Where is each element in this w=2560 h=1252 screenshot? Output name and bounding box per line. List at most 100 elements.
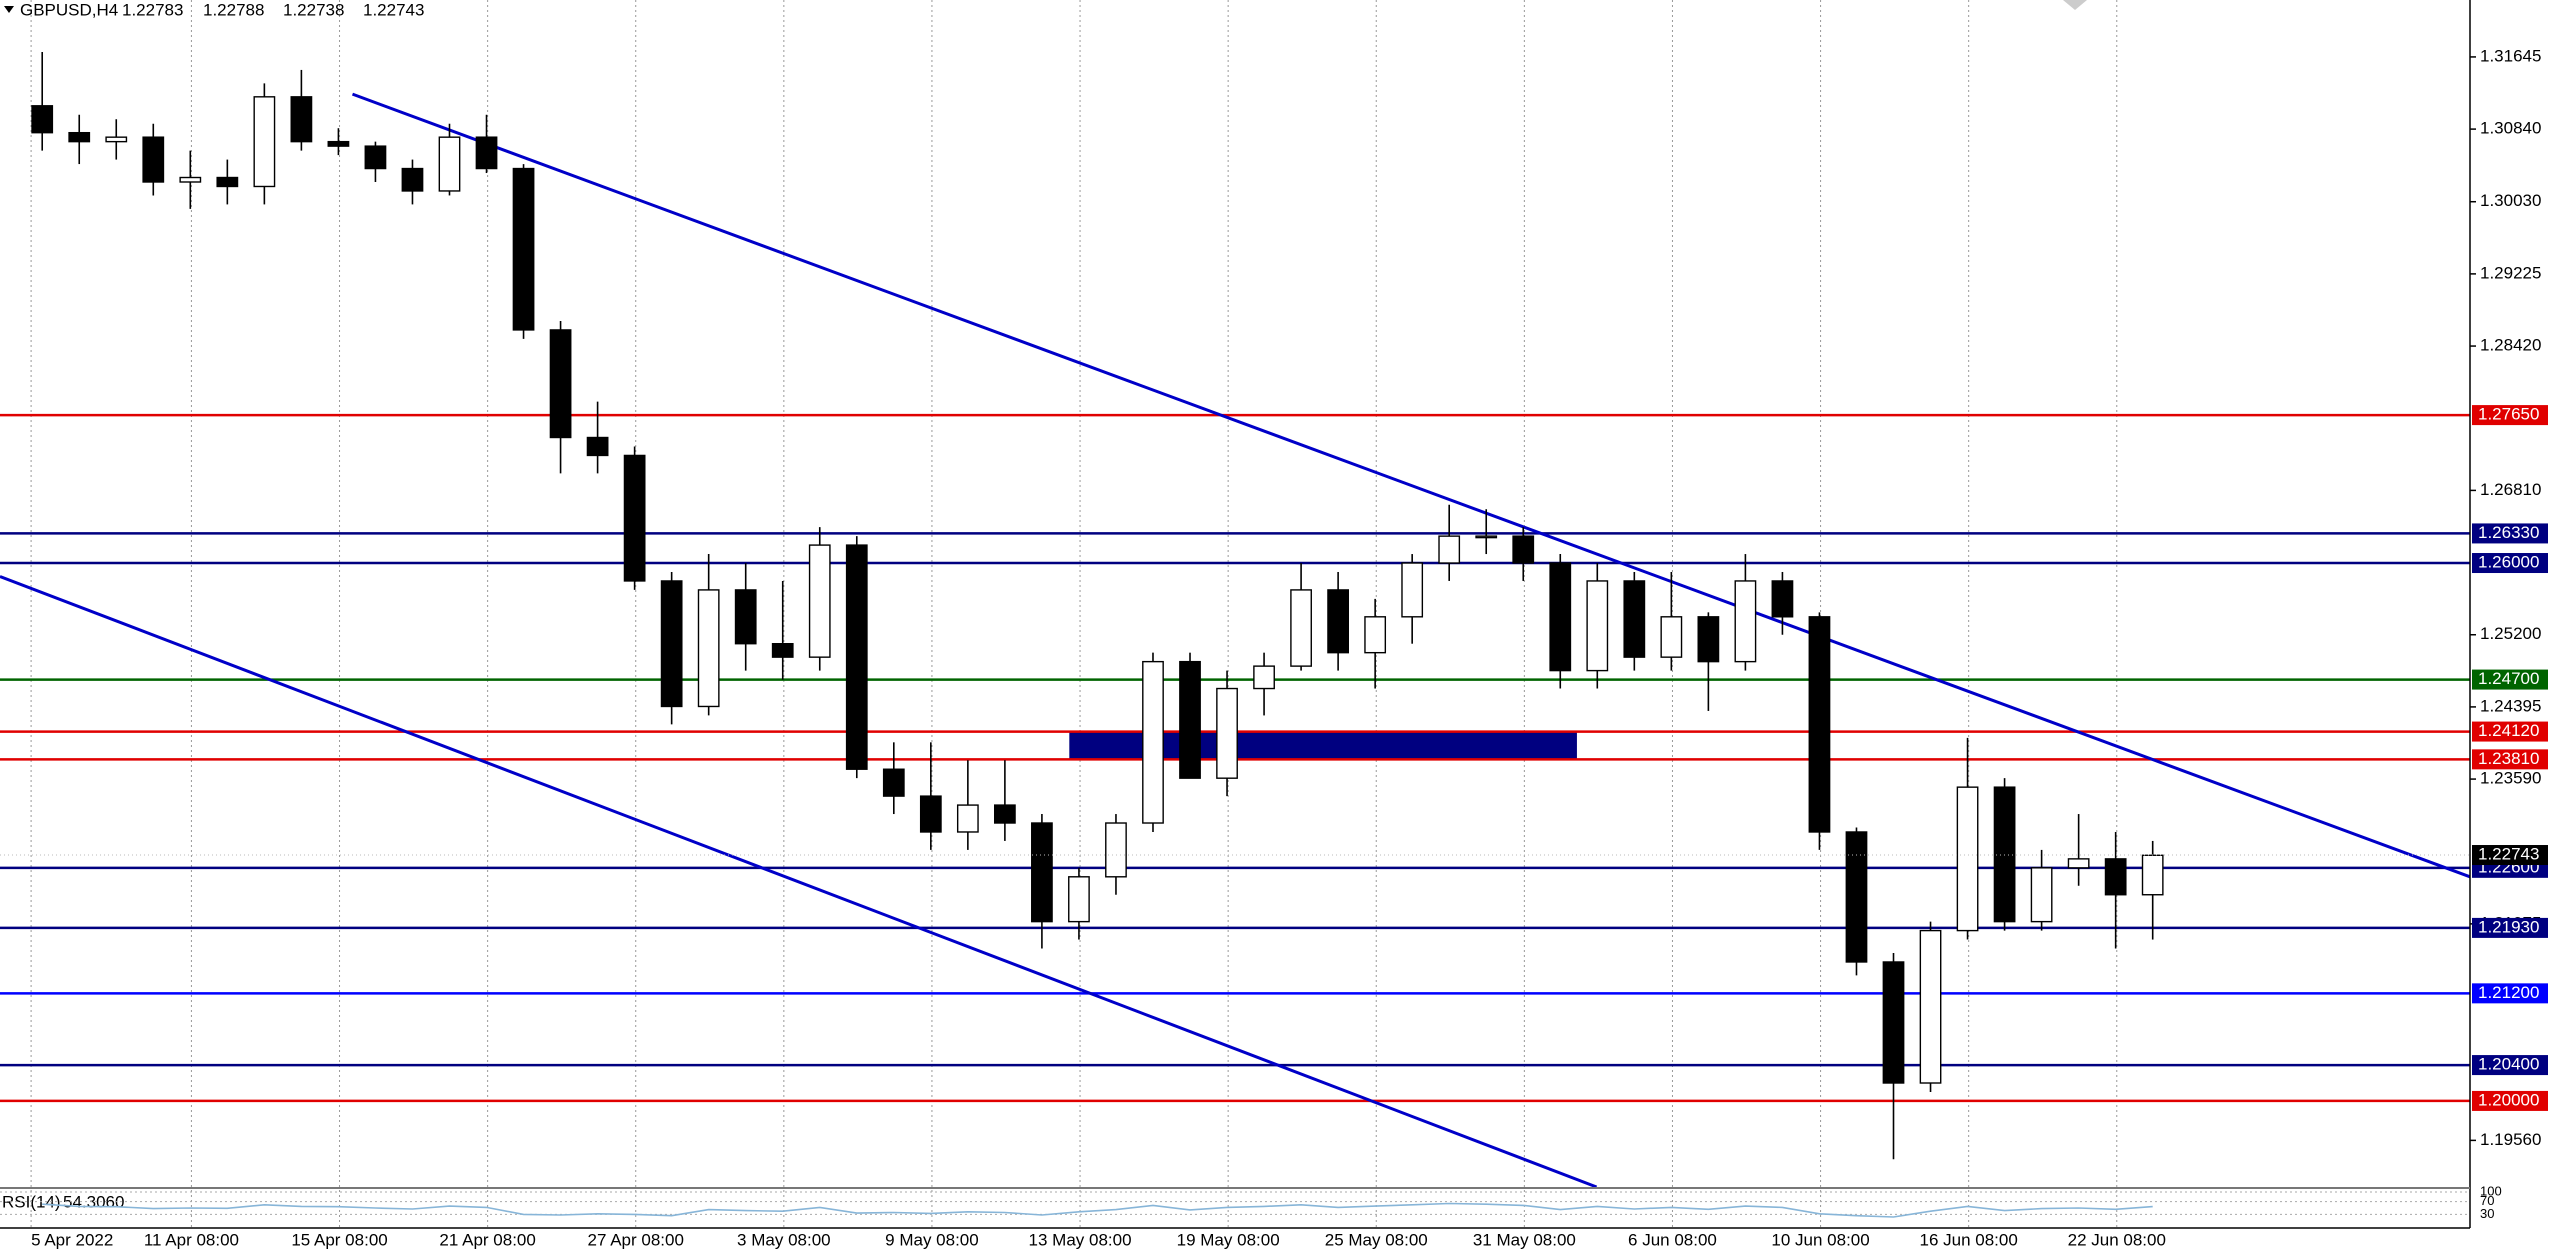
y-tick-label: 1.26810	[2480, 480, 2541, 499]
candle-body	[1364, 616, 1387, 654]
y-tick-label: 1.19560	[2480, 1130, 2541, 1149]
candle-body	[994, 804, 1016, 824]
x-tick-label: 19 May 08:00	[1177, 1230, 1280, 1249]
candle-body	[1327, 589, 1349, 654]
x-tick-label: 16 Jun 08:00	[1920, 1230, 2018, 1249]
rsi-tick-label: 70	[2480, 1193, 2494, 1208]
candle-body	[1475, 535, 1498, 539]
candle-body	[1586, 580, 1609, 672]
candle-body	[956, 804, 979, 833]
candle-body	[438, 136, 461, 192]
level-price-box	[2472, 983, 2548, 1004]
y-tick-label: 1.24395	[2480, 696, 2541, 715]
level-price-label: 1.20000	[2478, 1090, 2539, 1109]
rsi-tick-label: 100	[2480, 1183, 2502, 1198]
candle-body	[1919, 929, 1942, 1084]
symbol-title: GBPUSD,H4	[20, 0, 118, 19]
x-tick-label: 22 Jun 08:00	[2068, 1230, 2166, 1249]
level-price-box	[2472, 1090, 2548, 1111]
candle-body	[1142, 660, 1164, 824]
candle-body	[2067, 858, 2090, 869]
x-tick-label: 13 May 08:00	[1029, 1230, 1132, 1249]
candle-body	[734, 589, 757, 645]
trend-line	[0, 575, 1598, 1189]
y-tick-label: 1.29225	[2480, 263, 2541, 282]
level-price-label: 1.26000	[2478, 553, 2539, 572]
close-price: 1.22743	[363, 0, 424, 19]
candle-body	[327, 140, 350, 147]
level-price-label: 1.23810	[2478, 749, 2539, 768]
candle-body	[1031, 822, 1053, 923]
x-tick-label: 11 Apr 08:00	[144, 1230, 239, 1249]
candle-body	[1549, 562, 1572, 672]
candle-body	[1623, 580, 1646, 658]
level-price-label: 1.20400	[2478, 1055, 2539, 1074]
candle-body	[1697, 616, 1720, 663]
candle-body	[401, 167, 424, 192]
candle-body	[179, 176, 202, 183]
candle-body	[253, 96, 276, 188]
x-tick-label: 25 May 08:00	[1325, 1230, 1428, 1249]
candle-body	[845, 544, 868, 770]
candle-body	[1845, 831, 1868, 963]
candle-body	[697, 589, 720, 708]
candle-body	[1882, 961, 1905, 1084]
candle-body	[1290, 589, 1312, 667]
candle-body	[1993, 786, 2016, 923]
rsi-line	[42, 1202, 2153, 1218]
candle-body	[68, 131, 91, 143]
x-tick-label: 9 May 08:00	[885, 1230, 979, 1249]
rsi-tick-label: 30	[2480, 1206, 2494, 1221]
candle-body	[2030, 867, 2053, 923]
trend-line	[351, 92, 2471, 879]
candle-body	[623, 454, 646, 582]
y-tick-label: 1.30030	[2480, 191, 2541, 210]
candle-body	[586, 436, 609, 457]
candle-body	[475, 136, 498, 170]
high-price: 1.22788	[203, 0, 264, 19]
x-tick-label: 31 May 08:00	[1473, 1230, 1576, 1249]
candle-body	[142, 136, 165, 183]
candle-body	[549, 329, 572, 439]
menu-arrow[interactable]	[4, 6, 14, 13]
candle-body	[1068, 876, 1090, 923]
candle-body	[882, 768, 905, 797]
candle-body	[1216, 687, 1238, 779]
level-price-box	[2472, 553, 2548, 574]
candle-body	[31, 105, 54, 134]
last-price-label: 1.22743	[2478, 845, 2539, 864]
candle-body	[1771, 580, 1794, 618]
last-price-box	[2472, 845, 2548, 866]
y-tick-label: 1.28420	[2480, 336, 2541, 355]
x-tick-label: 3 May 08:00	[737, 1230, 831, 1249]
y-tick-label: 1.23590	[2480, 769, 2541, 788]
candle-body	[105, 136, 128, 143]
y-tick-label: 1.31645	[2480, 46, 2541, 65]
open-price: 1.22783	[122, 0, 183, 19]
price-plot	[0, 0, 2471, 1228]
level-price-label: 1.24120	[2478, 721, 2539, 740]
level-price-label: 1.21200	[2478, 983, 2539, 1002]
x-tick-label: 6 Jun 08:00	[1628, 1230, 1717, 1249]
level-price-box	[2472, 721, 2548, 742]
candle-body	[1253, 665, 1275, 690]
level-price-label: 1.24700	[2478, 669, 2539, 688]
x-tick-label: 15 Apr 08:00	[291, 1230, 387, 1249]
candle-body	[1401, 562, 1424, 618]
candle-body	[1956, 786, 1979, 932]
candle-body	[216, 176, 239, 188]
candle-body	[1734, 580, 1757, 663]
candle-body	[1438, 535, 1461, 564]
scroll-marker	[2063, 0, 2087, 10]
candle-body	[1105, 822, 1127, 878]
level-price-box	[2472, 917, 2548, 938]
candle-body	[364, 145, 387, 170]
y-tick-label: 1.25200	[2480, 624, 2541, 643]
candle-body	[1808, 616, 1831, 833]
candle-body	[919, 795, 942, 833]
candle-body	[2141, 854, 2164, 896]
x-tick-label: 27 Apr 08:00	[588, 1230, 684, 1249]
level-price-label: 1.26330	[2478, 523, 2539, 542]
candle-body	[1660, 616, 1683, 658]
